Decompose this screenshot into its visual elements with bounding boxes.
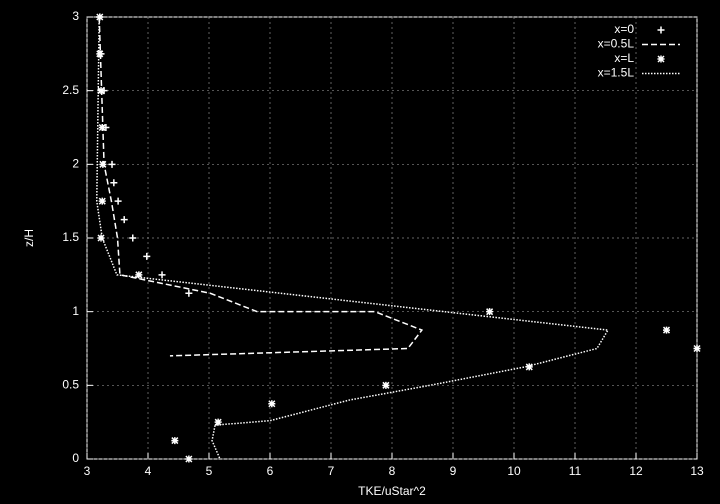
data-point xyxy=(185,455,193,463)
x-tick-label: 4 xyxy=(145,464,152,478)
data-point xyxy=(99,160,107,168)
y-tick-label: 2 xyxy=(72,157,79,171)
x-tick-label: 13 xyxy=(690,464,704,478)
data-point xyxy=(98,123,106,132)
x-tick-label: 11 xyxy=(569,464,582,478)
x-tick-label: 12 xyxy=(629,464,643,478)
y-tick-label: 3 xyxy=(72,9,79,23)
data-point xyxy=(214,418,222,426)
data-point xyxy=(693,344,701,353)
data-point xyxy=(268,400,276,408)
data-point xyxy=(525,363,533,371)
data-point xyxy=(108,160,116,168)
data-point xyxy=(129,234,137,242)
y-tick-label: 0 xyxy=(72,451,79,465)
x-tick-label: 3 xyxy=(84,464,91,478)
data-point xyxy=(135,271,143,279)
y-tick-label: 1 xyxy=(72,304,79,318)
data-point xyxy=(97,87,105,95)
data-point xyxy=(662,326,671,334)
data-point xyxy=(110,179,118,187)
x-tick-label: 10 xyxy=(507,464,521,478)
data-point xyxy=(120,216,128,224)
x-tick-label: 7 xyxy=(328,464,335,478)
data-point xyxy=(96,50,104,58)
data-point xyxy=(97,234,105,242)
legend-marker xyxy=(657,55,665,63)
data-point xyxy=(171,437,179,445)
legend-label: x=1.5L xyxy=(598,66,635,80)
x-tick-label: 8 xyxy=(389,464,396,478)
x-axis-label: TKE/uStar^2 xyxy=(358,484,426,498)
data-point xyxy=(382,381,390,389)
legend-label: x=0 xyxy=(614,22,634,36)
data-point xyxy=(158,271,166,279)
data-point xyxy=(114,197,122,205)
y-tick-label: 0.5 xyxy=(62,378,79,392)
data-point xyxy=(143,252,151,260)
x-tick-label: 5 xyxy=(206,464,213,478)
data-point xyxy=(96,13,104,21)
y-tick-label: 1.5 xyxy=(62,230,79,244)
y-tick-label: 2.5 xyxy=(62,83,79,97)
x-tick-label: 6 xyxy=(267,464,274,478)
y-axis-label: z/H xyxy=(22,229,36,247)
data-point xyxy=(98,197,106,205)
data-point xyxy=(185,289,193,297)
data-point xyxy=(486,308,494,316)
data-line xyxy=(98,16,424,357)
legend-marker xyxy=(657,26,665,34)
legend-label: x=L xyxy=(614,51,634,65)
legend-label: x=0.5L xyxy=(598,37,635,51)
x-tick-label: 9 xyxy=(450,464,457,478)
